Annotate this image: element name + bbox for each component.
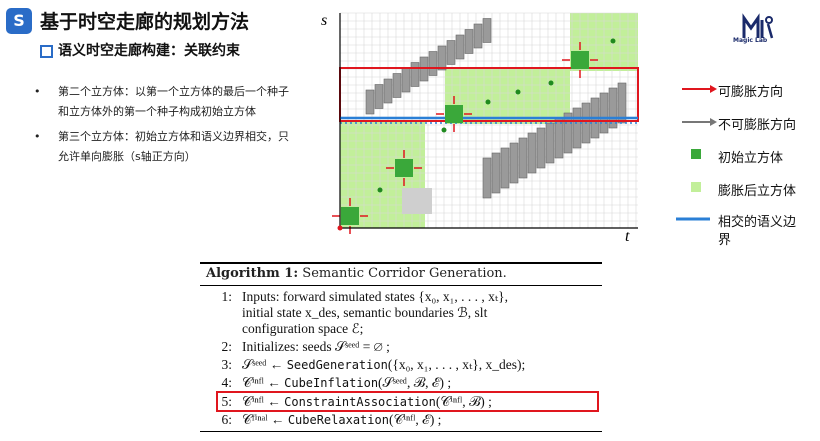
obstacle-block — [572, 107, 582, 149]
initial-cube-2 — [395, 159, 413, 177]
obstacle-block — [509, 142, 519, 184]
obstacle-block — [365, 89, 375, 115]
s-logo-icon: S — [6, 8, 32, 34]
legend-dark-green-square-icon — [691, 149, 701, 159]
highlight-box — [216, 391, 599, 412]
algorithm-mid-rule — [200, 285, 602, 286]
algorithm-line-2: 2: Initializes: seeds 𝒮ˢᵉᵉᵈ = ∅ ; — [221, 339, 390, 354]
seed-point — [377, 187, 383, 193]
expanded-cube-2 — [445, 68, 570, 124]
algorithm-line-4: 4: 𝒞ⁱⁿᶠˡ ← CubeInflation(𝒮ˢᵉᵉᵈ, ℬ, ℰ) ; — [221, 375, 452, 390]
origin-point — [337, 225, 343, 231]
algorithm-line-1c: configuration space ℰ; — [242, 321, 364, 336]
obstacle-block — [527, 132, 537, 174]
bullet-line: 第三个立方体：初始立方体和语义边界相交，只 — [58, 130, 289, 143]
obstacle-block — [599, 92, 609, 134]
seed-point — [610, 38, 616, 44]
figure-ylabel: s — [321, 12, 327, 29]
square-bullet-icon — [40, 45, 53, 58]
legend-symbols — [676, 85, 717, 221]
magic-lab-logo-icon — [742, 13, 774, 39]
obstacle-block — [500, 147, 510, 189]
obstacle-block — [392, 73, 402, 98]
obstacle-block — [455, 34, 465, 60]
seed-point — [515, 89, 521, 95]
obstacle-block — [446, 40, 456, 65]
figure-xlabel: t — [625, 228, 630, 243]
obstacle-block — [401, 67, 411, 93]
obstacle-block — [374, 84, 384, 109]
bullet-dot-icon: • — [34, 130, 41, 143]
obstacle-block — [464, 29, 474, 54]
obstacle-block — [383, 78, 393, 104]
legend-label: 相交的语义边 — [718, 215, 797, 230]
initial-cube-4 — [571, 51, 589, 69]
obstacle-block — [482, 18, 492, 43]
obstacle-ghost — [402, 188, 432, 214]
page-title: 基于时空走廊的规划方法 — [40, 11, 250, 33]
obstacle-block — [608, 87, 618, 129]
bullet-line: 和立方体外的第一个种子构成初始立方体 — [58, 105, 256, 118]
legend-label: 界 — [718, 233, 732, 248]
legend-label: 不可膨胀方向 — [718, 118, 797, 133]
algorithm-line-1: 1: Inputs: forward simulated states {x₀, … — [221, 289, 509, 304]
obstacle-block — [545, 122, 555, 164]
seed-point — [548, 80, 554, 86]
legend-light-green-square-icon — [691, 182, 701, 192]
obstacle-block — [536, 127, 546, 169]
section-subtitle: 语义时空走廊构建：关联约束 — [58, 43, 240, 59]
seed-point — [485, 99, 491, 105]
obstacle-block — [563, 112, 573, 154]
algorithm-line-3: 3: 𝒮ˢᵉᵉᵈ ← SeedGeneration({x₀, x₁, . . . … — [221, 357, 526, 372]
algorithm-top-rule — [200, 262, 602, 264]
initial-cube-3 — [445, 105, 463, 123]
bullet-dot-icon: • — [34, 85, 41, 98]
legend-gray-arrow-icon — [682, 118, 717, 126]
obstacle-block — [482, 157, 492, 199]
bullet-line: 允许单向膨胀（s轴正方向） — [58, 150, 196, 163]
algorithm-bottom-rule — [200, 431, 602, 432]
bullet-item-1: • 第二个立方体：以第一个立方体的最后一个种子 和立方体外的第一个种子构成初始立… — [34, 82, 289, 122]
legend-label: 可膨胀方向 — [718, 85, 784, 100]
algorithm-line-6: 6: 𝒞ᶠⁱⁿᵃˡ ← CubeRelaxation(𝒞ⁱⁿᶠˡ, ℰ) ; — [221, 412, 442, 427]
obstacle-block — [410, 62, 420, 87]
obstacle-block — [437, 45, 447, 71]
logo-text: Magic Lab — [733, 37, 768, 44]
legend-red-arrow-icon — [682, 85, 717, 93]
initial-cube-1 — [341, 207, 359, 225]
obstacle-block — [491, 152, 501, 194]
bullet-item-2: • 第三个立方体：初始立方体和语义边界相交，只 允许单向膨胀（s轴正方向） — [34, 127, 289, 167]
legend-label: 初始立方体 — [718, 151, 784, 166]
bullet-line: 第二个立方体：以第一个立方体的最后一个种子 — [58, 85, 289, 98]
corridor-figure: s t — [321, 12, 639, 243]
algorithm-title: Algorithm 1: Semantic Corridor Generatio… — [206, 266, 507, 281]
obstacle-block — [428, 51, 438, 76]
obstacle-block — [473, 23, 483, 49]
seed-point — [441, 127, 447, 133]
legend-label: 膨胀后立方体 — [718, 184, 797, 199]
obstacle-block — [518, 137, 528, 179]
algorithm-line-5: 5: 𝒞ⁱⁿᶠˡ ← ConstraintAssociation(𝒞ⁱⁿᶠˡ, ℬ… — [221, 394, 492, 409]
algorithm-line-1b: initial state x_des, semantic boundaries… — [242, 305, 488, 320]
obstacle-block — [554, 117, 564, 159]
